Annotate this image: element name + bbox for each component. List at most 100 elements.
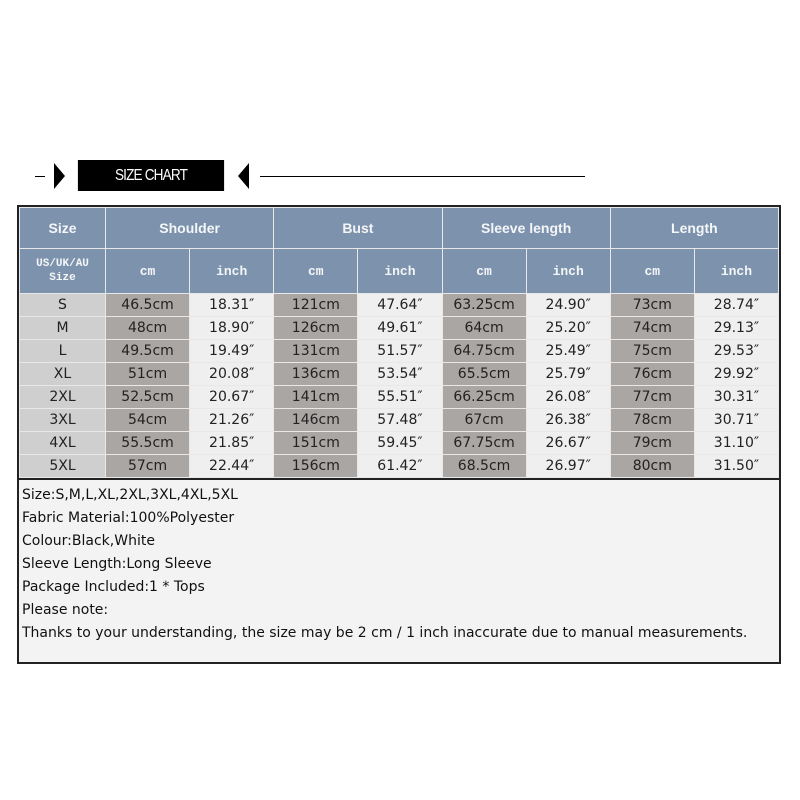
subheader-inch: inch — [189, 248, 275, 294]
cm-cell: 52.5cm — [104, 385, 191, 409]
header-size: Size — [19, 207, 106, 249]
inch-cell: 18.31″ — [189, 293, 275, 317]
inch-cell: 25.49″ — [525, 339, 611, 363]
inch-cell: 28.74″ — [693, 293, 780, 317]
size-cell: 2XL — [19, 385, 106, 409]
cm-cell: 156cm — [273, 454, 359, 478]
note-line: Please note: — [22, 602, 109, 618]
table-row: 3XL 54cm 21.26″ 146cm 57.48″ 67cm 26.38″ 78cm 30… — [19, 408, 780, 432]
cm-cell: 80cm — [609, 454, 695, 478]
subheader-inch: inch — [525, 248, 611, 294]
cm-cell: 151cm — [273, 431, 359, 455]
subheader-cm: cm — [104, 248, 191, 294]
inch-cell: 57.48″ — [357, 408, 443, 432]
cm-cell: 73cm — [609, 293, 695, 317]
subheader-cm: cm — [609, 248, 695, 294]
inch-cell: 25.79″ — [525, 362, 611, 386]
inch-cell: 29.13″ — [693, 316, 780, 340]
size-cell: 3XL — [19, 408, 106, 432]
cm-cell: 63.25cm — [441, 293, 527, 317]
cm-cell: 75cm — [609, 339, 695, 363]
inch-cell: 19.49″ — [189, 339, 275, 363]
cm-cell: 126cm — [273, 316, 359, 340]
inch-cell: 21.85″ — [189, 431, 275, 455]
size-cell: XL — [19, 362, 106, 386]
inch-cell: 25.20″ — [525, 316, 611, 340]
inch-cell: 21.26″ — [189, 408, 275, 432]
header-length: Length — [609, 207, 780, 249]
inch-cell: 47.64″ — [357, 293, 443, 317]
title-dash-left — [35, 176, 45, 177]
cm-cell: 141cm — [273, 385, 359, 409]
inch-cell: 30.71″ — [693, 408, 780, 432]
size-chart-title: SIZE CHART — [77, 160, 225, 191]
inch-cell: 20.67″ — [189, 385, 275, 409]
cm-cell: 136cm — [273, 362, 359, 386]
cm-cell: 66.25cm — [441, 385, 527, 409]
inch-cell: 55.51″ — [357, 385, 443, 409]
title-rule-right — [260, 176, 585, 177]
inch-cell: 31.10″ — [693, 431, 780, 455]
inch-cell: 26.97″ — [525, 454, 611, 478]
cm-cell: 46.5cm — [104, 293, 191, 317]
inch-cell: 31.50″ — [693, 454, 780, 478]
inch-cell: 49.61″ — [357, 316, 443, 340]
cm-cell: 48cm — [104, 316, 191, 340]
cm-cell: 67.75cm — [441, 431, 527, 455]
subheader-cm: cm — [273, 248, 359, 294]
cm-cell: 65.5cm — [441, 362, 527, 386]
cm-cell: 131cm — [273, 339, 359, 363]
inch-cell: 29.92″ — [693, 362, 780, 386]
cm-cell: 68.5cm — [441, 454, 527, 478]
header-bust: Bust — [273, 207, 443, 249]
product-notes: Size:S,M,L,XL,2XL,3XL,4XL,5XL Fabric Mate… — [19, 478, 779, 662]
cm-cell: 57cm — [104, 454, 191, 478]
cm-cell: 51cm — [104, 362, 191, 386]
size-cell: 5XL — [19, 454, 106, 478]
inch-cell: 59.45″ — [357, 431, 443, 455]
cm-cell: 76cm — [609, 362, 695, 386]
banner-notch-right — [238, 163, 249, 189]
size-cell: M — [19, 316, 106, 340]
cm-cell: 121cm — [273, 293, 359, 317]
size-cell: L — [19, 339, 106, 363]
subheader-inch: inch — [693, 248, 780, 294]
table-row: 5XL 57cm 22.44″ 156cm 61.42″ 68.5cm 26.97″ 80cm… — [19, 454, 780, 478]
inch-cell: 26.38″ — [525, 408, 611, 432]
inch-cell: 18.90″ — [189, 316, 275, 340]
subheader-inch: inch — [357, 248, 443, 294]
cm-cell: 55.5cm — [104, 431, 191, 455]
table-row: XL 51cm 20.08″ 136cm 53.54″ 65.5cm 25.79″ 76cm 2… — [19, 362, 780, 386]
note-line: Thanks to your understanding, the size m… — [22, 625, 748, 641]
cm-cell: 67cm — [441, 408, 527, 432]
cm-cell: 54cm — [104, 408, 191, 432]
cm-cell: 79cm — [609, 431, 695, 455]
inch-cell: 30.31″ — [693, 385, 780, 409]
inch-cell: 20.08″ — [189, 362, 275, 386]
note-line: Colour:Black,White — [22, 533, 155, 549]
cm-cell: 77cm — [609, 385, 695, 409]
inch-cell: 26.67″ — [525, 431, 611, 455]
table-row: L 49.5cm 19.49″ 131cm 51.57″ 64.75cm 25.49″ 75c… — [19, 339, 780, 363]
note-line: Size:S,M,L,XL,2XL,3XL,4XL,5XL — [22, 487, 238, 503]
header-us-uk-au-size: US/UK/AU Size — [19, 248, 106, 294]
size-chart-table: Size Shoulder Bust Sleeve length Length … — [17, 205, 781, 664]
inch-cell: 53.54″ — [357, 362, 443, 386]
cm-cell: 49.5cm — [104, 339, 191, 363]
note-line: Package Included:1 * Tops — [22, 579, 205, 595]
inch-cell: 22.44″ — [189, 454, 275, 478]
inch-cell: 26.08″ — [525, 385, 611, 409]
note-line: Sleeve Length:Long Sleeve — [22, 556, 212, 572]
table-row: M 48cm 18.90″ 126cm 49.61″ 64cm 25.20″ 74cm 29.1… — [19, 316, 780, 340]
inch-cell: 61.42″ — [357, 454, 443, 478]
size-cell: 4XL — [19, 431, 106, 455]
inch-cell: 24.90″ — [525, 293, 611, 317]
inch-cell: 29.53″ — [693, 339, 780, 363]
size-cell: S — [19, 293, 106, 317]
cm-cell: 78cm — [609, 408, 695, 432]
cm-cell: 74cm — [609, 316, 695, 340]
cm-cell: 64cm — [441, 316, 527, 340]
table-row: 2XL 52.5cm 20.67″ 141cm 55.51″ 66.25cm 26.08″ 7… — [19, 385, 780, 409]
cm-cell: 64.75cm — [441, 339, 527, 363]
note-line: Fabric Material:100%Polyester — [22, 510, 235, 526]
